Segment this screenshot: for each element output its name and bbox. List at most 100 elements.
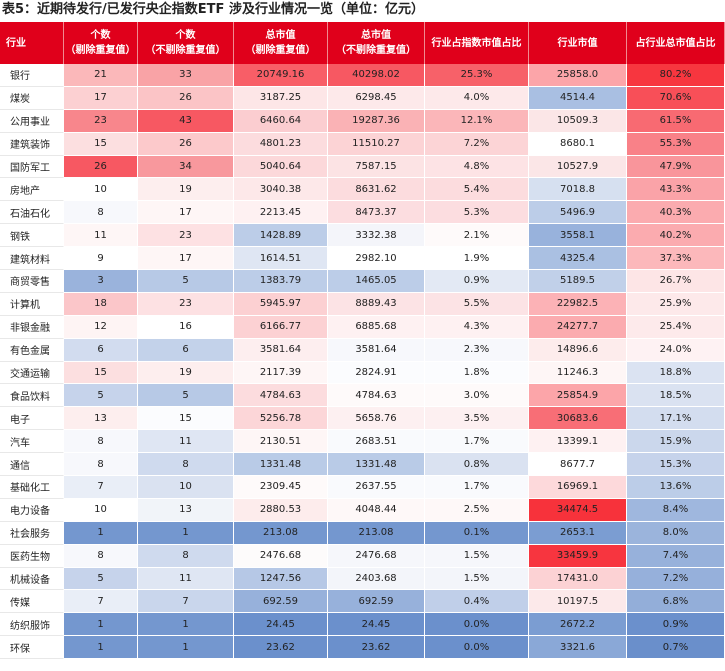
value-cell-cnt-dedup: 17 bbox=[64, 86, 138, 110]
column-header-line: （剔除重复值） bbox=[65, 45, 136, 56]
industry-cell: 交通运输 bbox=[0, 361, 64, 385]
value-cell-cnt-dedup: 21 bbox=[64, 64, 138, 87]
value-cell-mv-all: 19287.36 bbox=[328, 109, 425, 133]
value-cell-ind-mv: 30683.6 bbox=[529, 407, 627, 431]
value-cell-mv-all: 1465.05 bbox=[328, 270, 425, 293]
value-cell-ind-mv: 24277.7 bbox=[529, 315, 627, 339]
value-cell-ind-share: 43.3% bbox=[627, 178, 725, 202]
value-cell-cnt-dedup: 15 bbox=[64, 361, 138, 385]
value-cell-mv-all: 7587.15 bbox=[328, 155, 425, 179]
value-cell-mv-dedup: 2130.51 bbox=[234, 430, 328, 454]
table-row: 传媒 7 7 692.59 692.59 0.4% 10197.5 6.8% bbox=[0, 590, 725, 614]
column-header-line: 总市值 bbox=[361, 30, 391, 41]
column-header-line: 行业占指数市值占比 bbox=[431, 37, 522, 49]
value-cell-idx-share: 1.5% bbox=[425, 567, 529, 591]
column-header: 行业市值 bbox=[529, 22, 627, 64]
table-row: 石油石化 8 17 2213.45 8473.37 5.3% 5496.9 40.3% bbox=[0, 201, 725, 225]
value-cell-ind-mv: 3321.6 bbox=[529, 636, 627, 660]
table-row: 钢铁 11 23 1428.89 3332.38 2.1% 3558.1 40.2% bbox=[0, 224, 725, 248]
value-cell-ind-mv: 7018.8 bbox=[529, 178, 627, 202]
value-cell-mv-dedup: 3581.64 bbox=[234, 338, 328, 362]
table-row: 房地产 10 19 3040.38 8631.62 5.4% 7018.8 43.3% bbox=[0, 178, 725, 202]
value-cell-idx-share: 7.2% bbox=[425, 132, 529, 156]
value-cell-cnt-all: 17 bbox=[138, 201, 234, 225]
value-cell-mv-dedup: 20749.16 bbox=[234, 64, 328, 87]
column-header-line: 个数 bbox=[90, 30, 111, 41]
value-cell-mv-all: 2683.51 bbox=[328, 430, 425, 454]
table-row: 汽车 8 11 2130.51 2683.51 1.7% 13399.1 15.9% bbox=[0, 430, 725, 454]
value-cell-cnt-all: 19 bbox=[138, 361, 234, 385]
value-cell-idx-share: 2.5% bbox=[425, 498, 529, 522]
value-cell-mv-all: 3581.64 bbox=[328, 338, 425, 362]
value-cell-mv-dedup: 1428.89 bbox=[234, 224, 328, 248]
table-row: 社会服务 1 1 213.08 213.08 0.1% 2653.1 8.0% bbox=[0, 521, 725, 545]
value-cell-ind-share: 15.3% bbox=[627, 453, 725, 477]
value-cell-mv-dedup: 2117.39 bbox=[234, 361, 328, 385]
industry-table: 行业 个数 （剔除重复值） 个数 （不剔除重复值） 总市值 （剔除重复值） 总市值 （不剔除重复… bbox=[0, 22, 725, 660]
value-cell-idx-share: 1.7% bbox=[425, 476, 529, 499]
value-cell-cnt-dedup: 8 bbox=[64, 201, 138, 225]
value-cell-ind-share: 70.6% bbox=[627, 86, 725, 110]
value-cell-idx-share: 0.0% bbox=[425, 613, 529, 637]
table-row: 环保 1 1 23.62 23.62 0.0% 3321.6 0.7% bbox=[0, 636, 725, 660]
table-row: 食品饮料 5 5 4784.63 4784.63 3.0% 25854.9 18.5% bbox=[0, 384, 725, 408]
value-cell-ind-mv: 25858.0 bbox=[529, 64, 627, 87]
value-cell-cnt-all: 26 bbox=[138, 86, 234, 110]
value-cell-idx-share: 5.3% bbox=[425, 201, 529, 225]
value-cell-cnt-all: 19 bbox=[138, 178, 234, 202]
column-header-line: （剔除重复值） bbox=[245, 45, 316, 56]
value-cell-idx-share: 2.3% bbox=[425, 338, 529, 362]
value-cell-ind-mv: 3558.1 bbox=[529, 224, 627, 248]
value-cell-cnt-dedup: 5 bbox=[64, 384, 138, 408]
value-cell-cnt-all: 23 bbox=[138, 292, 234, 316]
table-row: 纺织服饰 1 1 24.45 24.45 0.0% 2672.2 0.9% bbox=[0, 613, 725, 637]
value-cell-idx-share: 0.8% bbox=[425, 453, 529, 477]
value-cell-ind-share: 17.1% bbox=[627, 407, 725, 431]
value-cell-ind-mv: 10509.3 bbox=[529, 109, 627, 133]
column-header-line: 个数 bbox=[175, 30, 196, 41]
value-cell-mv-dedup: 24.45 bbox=[234, 613, 328, 637]
value-cell-cnt-all: 1 bbox=[138, 613, 234, 637]
industry-cell: 通信 bbox=[0, 453, 64, 477]
value-cell-mv-dedup: 1614.51 bbox=[234, 247, 328, 271]
column-header: 个数 （剔除重复值） bbox=[64, 22, 138, 64]
value-cell-mv-all: 5658.76 bbox=[328, 407, 425, 431]
industry-cell: 纺织服饰 bbox=[0, 613, 64, 637]
column-header-line: （不剔除重复值） bbox=[336, 45, 416, 56]
industry-cell: 医药生物 bbox=[0, 544, 64, 568]
value-cell-idx-share: 0.9% bbox=[425, 270, 529, 293]
column-header: 行业 bbox=[0, 22, 64, 64]
value-cell-mv-dedup: 6166.77 bbox=[234, 315, 328, 339]
value-cell-cnt-dedup: 7 bbox=[64, 476, 138, 499]
value-cell-cnt-dedup: 1 bbox=[64, 521, 138, 545]
value-cell-ind-mv: 17431.0 bbox=[529, 567, 627, 591]
industry-cell: 建筑装饰 bbox=[0, 132, 64, 156]
value-cell-ind-share: 80.2% bbox=[627, 64, 725, 87]
value-cell-ind-mv: 8680.1 bbox=[529, 132, 627, 156]
table-row: 计算机 18 23 5945.97 8889.43 5.5% 22982.5 25.9% bbox=[0, 292, 725, 316]
value-cell-ind-share: 13.6% bbox=[627, 476, 725, 499]
value-cell-idx-share: 5.5% bbox=[425, 292, 529, 316]
value-cell-mv-all: 8473.37 bbox=[328, 201, 425, 225]
value-cell-mv-all: 2637.55 bbox=[328, 476, 425, 499]
value-cell-mv-all: 11510.27 bbox=[328, 132, 425, 156]
industry-cell: 煤炭 bbox=[0, 86, 64, 110]
value-cell-mv-dedup: 6460.64 bbox=[234, 109, 328, 133]
table-row: 公用事业 23 43 6460.64 19287.36 12.1% 10509.3 61.5% bbox=[0, 109, 725, 133]
column-header-line: 占行业总市值占比 bbox=[635, 37, 716, 49]
value-cell-idx-share: 1.5% bbox=[425, 544, 529, 568]
industry-cell: 非银金融 bbox=[0, 315, 64, 339]
value-cell-ind-share: 7.4% bbox=[627, 544, 725, 568]
industry-cell: 食品饮料 bbox=[0, 384, 64, 408]
value-cell-idx-share: 4.3% bbox=[425, 315, 529, 339]
value-cell-idx-share: 0.4% bbox=[425, 590, 529, 614]
table-row: 有色金属 6 6 3581.64 3581.64 2.3% 14896.6 24.0% bbox=[0, 338, 725, 362]
table-row: 通信 8 8 1331.48 1331.48 0.8% 8677.7 15.3% bbox=[0, 453, 725, 477]
value-cell-mv-all: 1331.48 bbox=[328, 453, 425, 477]
value-cell-ind-mv: 25854.9 bbox=[529, 384, 627, 408]
value-cell-ind-mv: 5189.5 bbox=[529, 270, 627, 293]
value-cell-idx-share: 0.0% bbox=[425, 636, 529, 660]
value-cell-mv-all: 40298.02 bbox=[328, 64, 425, 87]
industry-cell: 公用事业 bbox=[0, 109, 64, 133]
value-cell-cnt-dedup: 7 bbox=[64, 590, 138, 614]
